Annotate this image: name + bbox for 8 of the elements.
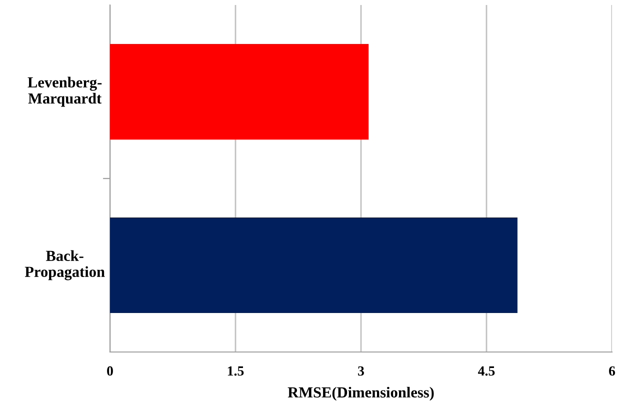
x-tick-label: 4.5 <box>478 366 495 376</box>
x-tick-label: 0 <box>107 366 113 376</box>
y-tick-label: Back- Propagation <box>24 250 105 280</box>
x-tick-label: 3 <box>358 366 364 376</box>
x-axis-title: RMSE(Dimensionless) <box>288 386 434 401</box>
x-tick-label: 6 <box>609 366 616 376</box>
x-tick-label: 1.5 <box>228 366 244 376</box>
y-tick-label: Levenberg- Marquardt <box>28 76 102 107</box>
